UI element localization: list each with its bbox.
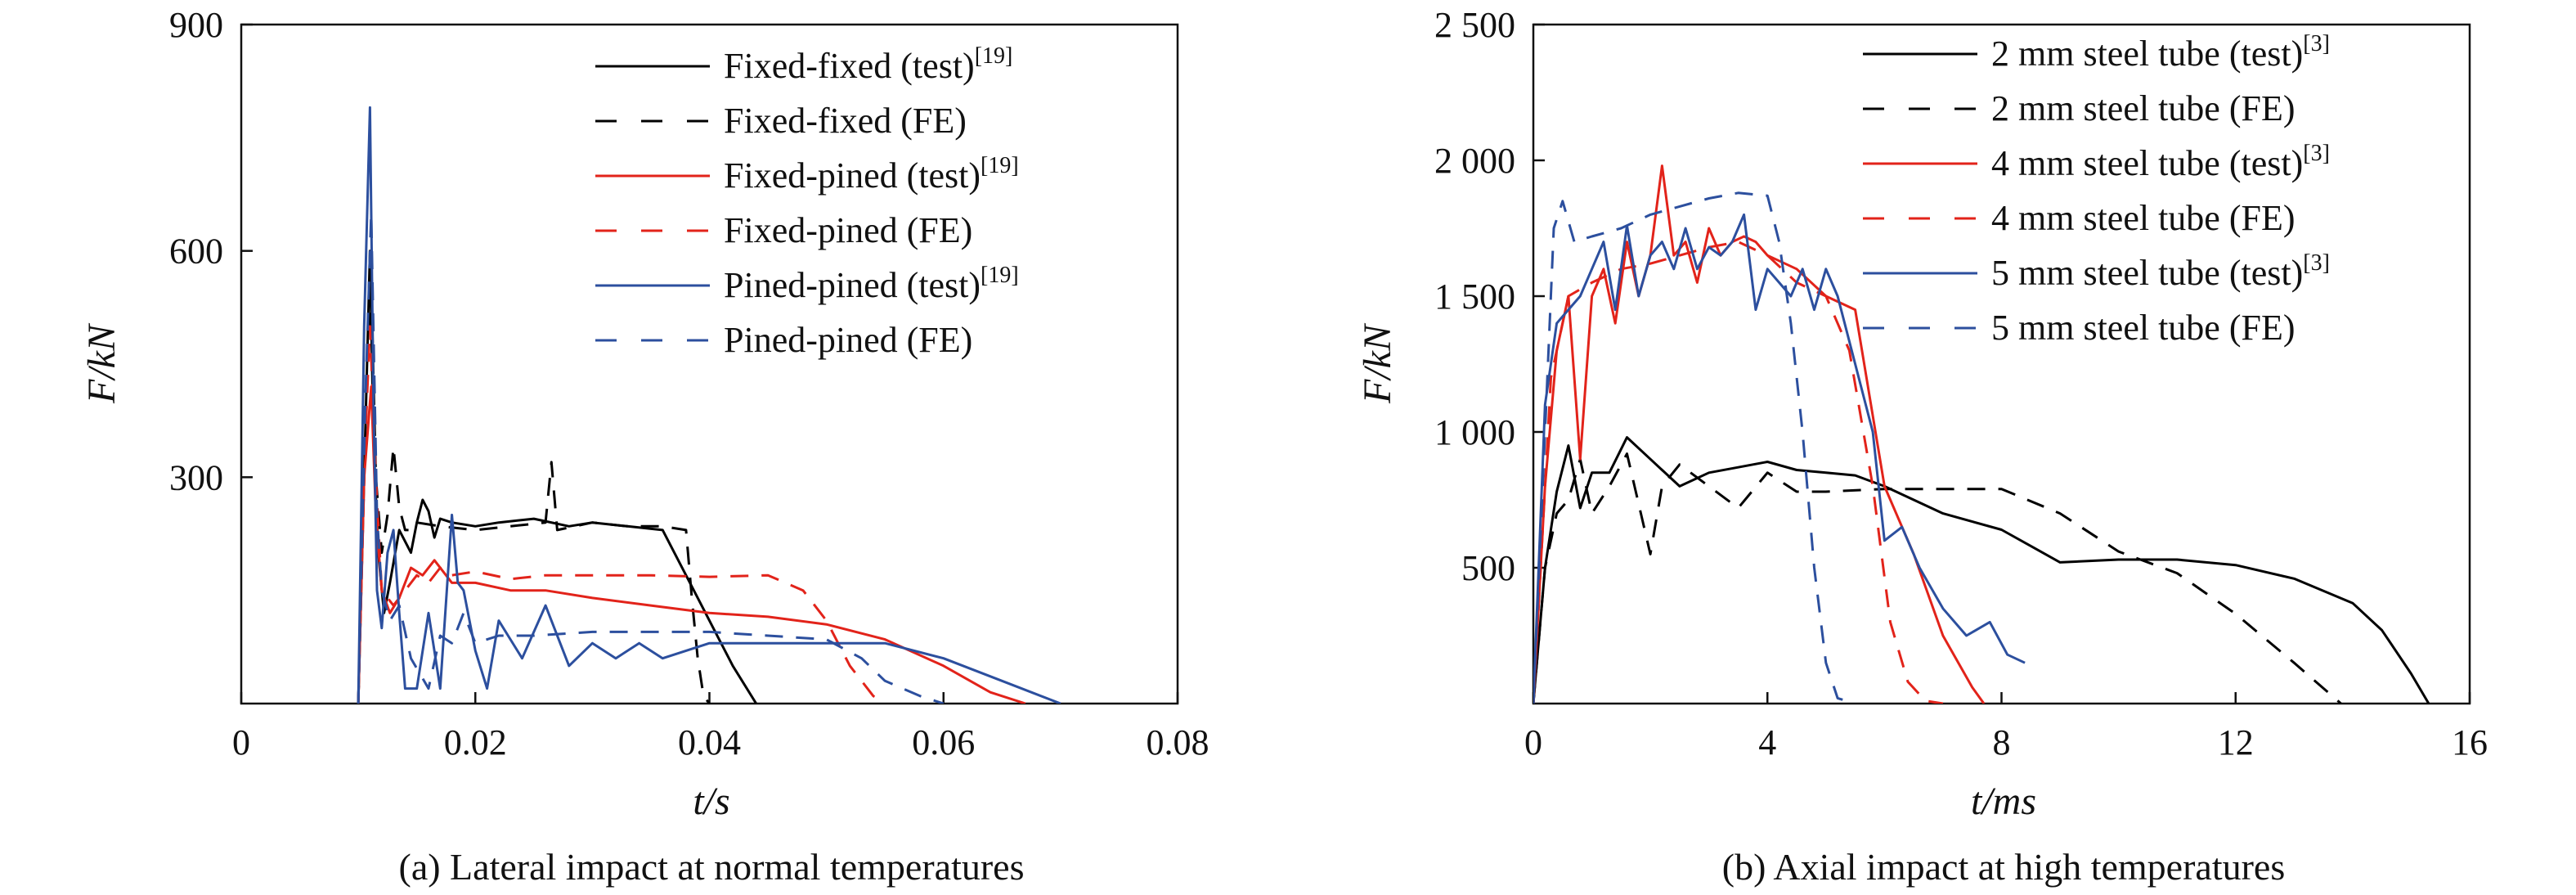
series-lines [1533, 164, 2430, 704]
legend-label-3: 4 mm steel tube (FE) [1991, 198, 2296, 238]
x-tick-label: 4 [1758, 722, 1776, 762]
series-line-1 [1533, 452, 2342, 704]
series-line-5 [357, 212, 945, 704]
legend-label-text: Pined-pined (FE) [724, 320, 972, 360]
legend-reference: [19] [981, 153, 1019, 178]
legend: Fixed-fixed (test)[19]Fixed-fixed (FE)Fi… [595, 43, 1019, 360]
y-axis-label: F/kN [1356, 322, 1399, 404]
x-tick-label: 0 [232, 722, 250, 762]
y-tick-label: 2 000 [1434, 141, 1515, 181]
y-tick-label: 1 000 [1434, 412, 1515, 452]
series-line-2 [1533, 164, 1986, 704]
legend-label-4: 5 mm steel tube (test)[3] [1991, 250, 2330, 293]
x-tick-label: 8 [1993, 722, 2011, 762]
legend-label-text: 4 mm steel tube (FE) [1991, 198, 2296, 238]
chart-panel-a: 0 0.02 0.04 0.06 0.08 300 600 900 t/s F/kN (a) Lat… [80, 5, 1209, 888]
panel-caption: (a) Lateral impact at normal temperature… [399, 846, 1025, 888]
series-line-3 [357, 325, 886, 704]
x-tick-label: 0.04 [678, 722, 741, 762]
legend-reference: [19] [981, 263, 1019, 288]
series-line-4 [1533, 213, 2026, 704]
series-lines [357, 106, 1061, 704]
plot-frame [240, 23, 1179, 705]
legend-label-0: Fixed-fixed (test)[19] [724, 43, 1012, 86]
x-tick-label: 0.08 [1147, 722, 1209, 762]
legend-reference: [19] [975, 43, 1013, 69]
legend-label-2: 4 mm steel tube (test)[3] [1991, 141, 2330, 183]
y-tick-label: 600 [169, 232, 223, 272]
panel-caption: (b) Axial impact at high temperatures [1722, 846, 2286, 888]
legend-label-4: Pined-pined (test)[19] [724, 263, 1019, 305]
legend-label-text: Fixed-pined (FE) [724, 210, 972, 250]
y-tick-label: 500 [1461, 548, 1515, 588]
x-axis-label: t/ms [1971, 780, 2036, 823]
legend-label-text: 5 mm steel tube (test) [1991, 253, 2303, 293]
legend-reference: [3] [2303, 250, 2330, 276]
x-tick-label: 16 [2452, 722, 2488, 762]
x-tick-label: 0.06 [912, 722, 975, 762]
series-line-2 [357, 385, 1026, 704]
legend-label-text: 5 mm steel tube (FE) [1991, 308, 2296, 348]
legend-label-text: 2 mm steel tube (FE) [1991, 88, 2296, 128]
legend-label-text: Fixed-fixed (FE) [724, 101, 967, 141]
series-line-1 [357, 280, 711, 704]
series-line-3 [1533, 241, 1944, 704]
legend-label-5: 5 mm steel tube (FE) [1991, 308, 2296, 348]
legend-label-text: Pined-pined (test) [724, 265, 981, 305]
y-axis-label: F/kN [80, 322, 123, 404]
legend-label-3: Fixed-pined (FE) [724, 210, 972, 250]
y-tick-label: 2 500 [1434, 5, 1515, 45]
x-tick-label: 0 [1524, 722, 1542, 762]
legend-label-0: 2 mm steel tube (test)[3] [1991, 31, 2330, 74]
y-tick-label: 1 500 [1434, 277, 1515, 317]
legend-label-2: Fixed-pined (test)[19] [724, 153, 1019, 196]
legend-reference: [3] [2303, 31, 2330, 56]
legend-label-text: 2 mm steel tube (test) [1991, 34, 2303, 74]
legend-label-text: Fixed-pined (test) [724, 155, 981, 196]
y-tick-label: 900 [169, 5, 223, 45]
x-tick-label: 12 [2218, 722, 2254, 762]
legend-label-text: Fixed-fixed (test) [724, 46, 975, 86]
series-line-4 [357, 106, 1061, 704]
series-line-0 [1533, 436, 2430, 704]
y-tick-label: 300 [169, 457, 223, 497]
legend-label-5: Pined-pined (FE) [724, 320, 972, 360]
legend-label-1: 2 mm steel tube (FE) [1991, 88, 2296, 128]
x-axis-label: t/s [693, 780, 729, 823]
legend-reference: [3] [2303, 141, 2330, 166]
series-line-5 [1533, 191, 1856, 704]
legend-label-1: Fixed-fixed (FE) [724, 101, 967, 141]
legend: 2 mm steel tube (test)[3]2 mm steel tube… [1863, 31, 2330, 348]
x-tick-label: 0.02 [444, 722, 507, 762]
legend-label-text: 4 mm steel tube (test) [1991, 143, 2303, 183]
chart-panel-b: 0 4 8 12 16 500 1 000 1 500 2 000 2 500 t/ms F/kN (b… [1356, 5, 2488, 888]
